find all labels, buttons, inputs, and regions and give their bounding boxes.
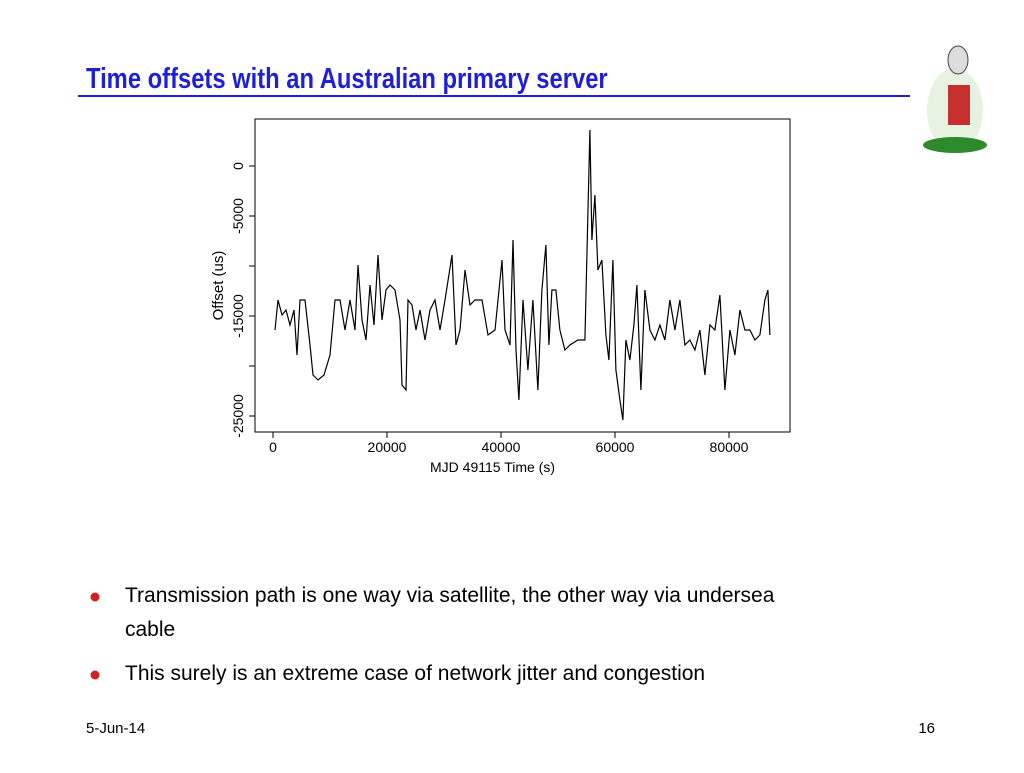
x-tick-label: 60000 — [596, 439, 635, 455]
y-tick-label: -5000 — [230, 198, 246, 234]
y-tick-label: 0 — [230, 162, 246, 170]
bullet-text: This surely is an extreme case of networ… — [125, 662, 705, 685]
plot-frame — [254, 118, 791, 433]
x-tick-label: 0 — [269, 439, 277, 455]
data-line — [274, 129, 771, 421]
rabbit-icon — [923, 45, 987, 153]
bullet-text: Transmission path is one way via satelli… — [125, 584, 775, 641]
bullet-dot — [90, 670, 100, 680]
chart: 0 20000 40000 60000 80000 -25000 -15000 -5000 0 M… — [210, 118, 791, 475]
x-tick-label: 40000 — [482, 439, 521, 455]
page-number: 16 — [918, 720, 935, 737]
slide-title: Time offsets with an Australian primary … — [86, 62, 608, 95]
y-tick-label: -25000 — [230, 394, 246, 438]
bullet-dot — [90, 592, 100, 602]
x-tick-label: 20000 — [368, 439, 407, 455]
y-axis-label: Offset (us) — [210, 251, 227, 321]
footer-date: 5-Jun-14 — [86, 720, 145, 737]
y-tick-label: -15000 — [230, 294, 246, 338]
x-axis-label: MJD 49115 Time (s) — [430, 459, 555, 475]
x-tick-label: 80000 — [710, 439, 749, 455]
